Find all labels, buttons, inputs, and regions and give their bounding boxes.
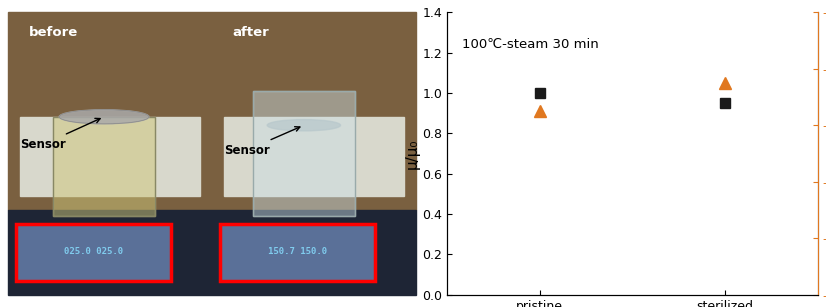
Bar [221,224,375,281]
Text: 025.0 025.0: 025.0 025.0 [64,247,123,256]
Bar [21,117,200,196]
Bar [17,224,171,281]
Ellipse shape [59,110,149,124]
Bar [253,91,355,216]
Text: 150.7 150.0: 150.7 150.0 [268,247,327,256]
Text: Sensor: Sensor [225,127,300,157]
Bar [17,224,171,281]
Bar [53,117,155,216]
Y-axis label: μ/μ₀: μ/μ₀ [405,138,420,169]
Bar [225,117,404,196]
Bar [8,210,416,295]
Text: b: b [373,0,386,1]
Bar [253,91,355,216]
Text: 100℃-steam 30 min: 100℃-steam 30 min [462,38,599,51]
Text: a: a [4,0,17,1]
Text: Sensor: Sensor [21,119,100,151]
Text: after: after [232,26,269,39]
Text: before: before [29,26,78,39]
Bar [8,12,416,210]
Bar [53,117,155,216]
Bar [221,224,375,281]
Ellipse shape [267,120,340,131]
